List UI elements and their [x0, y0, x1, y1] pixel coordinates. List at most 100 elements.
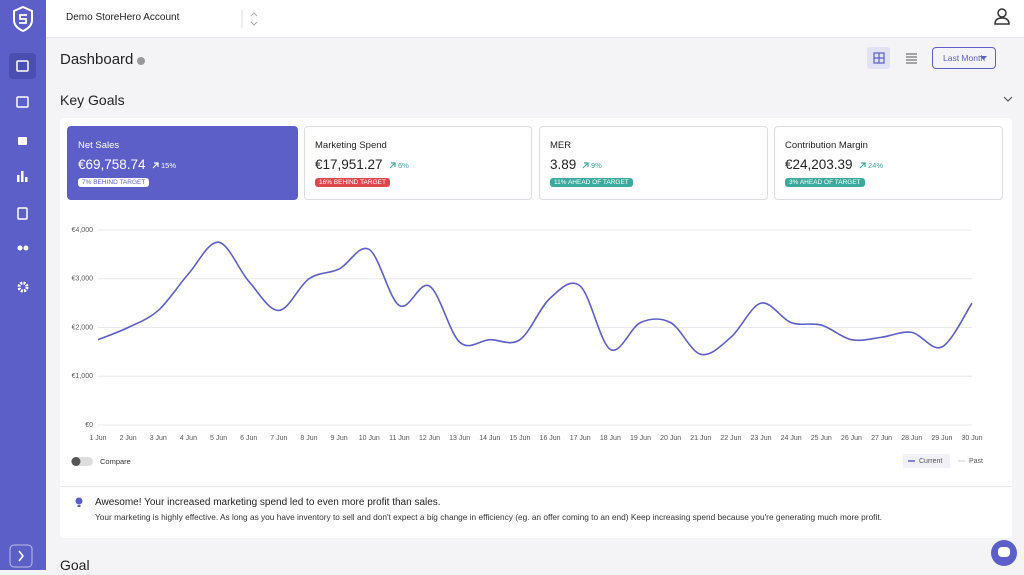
period-dropdown[interactable]: Last Month — [932, 47, 996, 69]
card-change: 15% — [152, 161, 176, 170]
card-target: 16% BEHIND TARGET — [315, 178, 390, 187]
x-tick-label: 3 Jun — [150, 435, 167, 442]
page-title: Dashboard — [60, 51, 134, 68]
chat-button[interactable] — [989, 538, 1019, 568]
bulb-base — [77, 505, 81, 507]
x-tick-label: 8 Jun — [300, 435, 317, 442]
collapse-icon[interactable] — [1002, 94, 1014, 104]
nav-settings[interactable] — [17, 281, 29, 293]
y-tick-label: €0 — [85, 422, 93, 429]
x-tick-label: 4 Jun — [180, 435, 197, 442]
caret-shape — [980, 56, 987, 60]
card-target: 3% AHEAD OF TARGET — [785, 178, 865, 187]
card-target: 7% BEHIND TARGET — [78, 178, 150, 187]
line-series — [97, 241, 973, 356]
card-value: €17,951.27 — [315, 157, 383, 172]
logo-s — [19, 14, 27, 24]
nav-products[interactable] — [18, 137, 27, 145]
chevrons — [250, 12, 258, 26]
user-head — [997, 8, 1007, 18]
card-value: €69,758.74 — [78, 157, 146, 172]
goal-card[interactable]: Marketing Spend €17,951.27 6% 16% BEHIND TA… — [304, 126, 532, 200]
separator — [60, 486, 1012, 487]
change-arrow — [859, 162, 866, 169]
x-tick-label: 6 Jun — [240, 435, 257, 442]
legend-item — [953, 454, 987, 468]
nav-reports[interactable] — [16, 96, 29, 108]
insight-title: Awesome! Your increased marketing spend … — [95, 497, 441, 508]
arrow-shape — [859, 162, 866, 169]
x-tick-label: 2 Jun — [120, 435, 137, 442]
card-title: Net Sales — [78, 140, 120, 151]
compare-knob — [71, 457, 81, 466]
legend-item — [903, 454, 950, 468]
x-tick-label: 10 Jun — [359, 435, 380, 442]
y-tick-label: €2,000 — [72, 324, 94, 331]
collapse-chevron — [1003, 96, 1013, 102]
account-switch[interactable] — [236, 8, 266, 30]
x-tick-label: 16 Jun — [540, 435, 561, 442]
list-view-icon[interactable] — [906, 53, 917, 64]
nav-active[interactable] — [9, 53, 36, 79]
x-tick-label: 18 Jun — [600, 435, 621, 442]
info-dot — [137, 57, 145, 65]
y-tick-label: €3,000 — [72, 276, 94, 283]
view-toggle[interactable] — [866, 47, 924, 69]
x-tick-label: 12 Jun — [419, 435, 440, 442]
x-tick-label: 21 Jun — [690, 435, 711, 442]
arrow-shape — [152, 162, 159, 169]
account-name[interactable]: Demo StoreHero Account — [66, 12, 180, 23]
card-target: 11% AHEAD OF TARGET — [550, 178, 633, 187]
legend-label: Current — [919, 458, 942, 465]
topbar: Demo StoreHero Account — [46, 0, 1024, 38]
nav-analytics-bar — [25, 177, 28, 182]
expand-button[interactable] — [9, 544, 33, 568]
x-tick-label: 22 Jun — [720, 435, 741, 442]
x-tick-label: 20 Jun — [660, 435, 681, 442]
arrow-shape — [389, 162, 396, 169]
next-section-title: Goal — [60, 557, 90, 573]
sidebar-icons — [9, 5, 36, 568]
x-tick-label: 1 Jun — [89, 435, 106, 442]
change-arrow — [582, 162, 589, 169]
user-body — [994, 17, 1010, 25]
x-tick-label: 5 Jun — [210, 435, 227, 442]
insight-text: Your marketing is highly effective. As l… — [95, 512, 882, 522]
card-value: €24,203.39 — [785, 157, 853, 172]
nav-team-dot — [23, 245, 29, 251]
info-icon[interactable] — [136, 56, 146, 66]
change-arrow — [152, 162, 159, 169]
chart: €0 €1,000 €2,000 €3,000 €4,000 1 Jun 2 Jun 3 Ju… — [72, 227, 987, 468]
y-tick-label: €4,000 — [72, 227, 94, 234]
x-tick-label: 19 Jun — [630, 435, 651, 442]
x-tick-label: 14 Jun — [479, 435, 500, 442]
chart-footer: Compare — [71, 457, 131, 466]
goal-card[interactable]: Contribution Margin €24,203.39 24% 3% AHEAD… — [774, 126, 1003, 200]
x-tick-label: 28 Jun — [901, 435, 922, 442]
logo — [13, 5, 33, 33]
card-title: Contribution Margin — [785, 140, 868, 151]
nav-calculator[interactable] — [17, 207, 28, 220]
user-icon[interactable] — [992, 7, 1012, 27]
card-change: 9% — [582, 161, 602, 170]
nav-team[interactable] — [17, 245, 23, 251]
nav-dashboard[interactable] — [16, 60, 29, 72]
sidebar — [0, 0, 46, 570]
y-tick-label: €1,000 — [72, 373, 94, 380]
card-title: MER — [550, 140, 572, 151]
bulb-icon — [75, 497, 83, 507]
x-tick-label: 25 Jun — [811, 435, 832, 442]
card-change: 24% — [859, 161, 883, 170]
compare-label: Compare — [100, 457, 131, 466]
goal-card[interactable]: MER 3.89 9% 11% AHEAD OF TARGET — [539, 126, 768, 200]
x-tick-label: 29 Jun — [931, 435, 952, 442]
x-tick-label: 30 Jun — [961, 435, 982, 442]
grid-view-lines — [874, 53, 884, 63]
x-tick-label: 26 Jun — [841, 435, 862, 442]
goal-card[interactable]: Net Sales €69,758.74 15% 7% BEHIND TARGET — [67, 126, 298, 200]
x-tick-label: 15 Jun — [509, 435, 530, 442]
period-label: Last Month — [943, 53, 986, 63]
section-title: Key Goals — [60, 92, 125, 108]
nav-analytics[interactable] — [17, 175, 20, 182]
